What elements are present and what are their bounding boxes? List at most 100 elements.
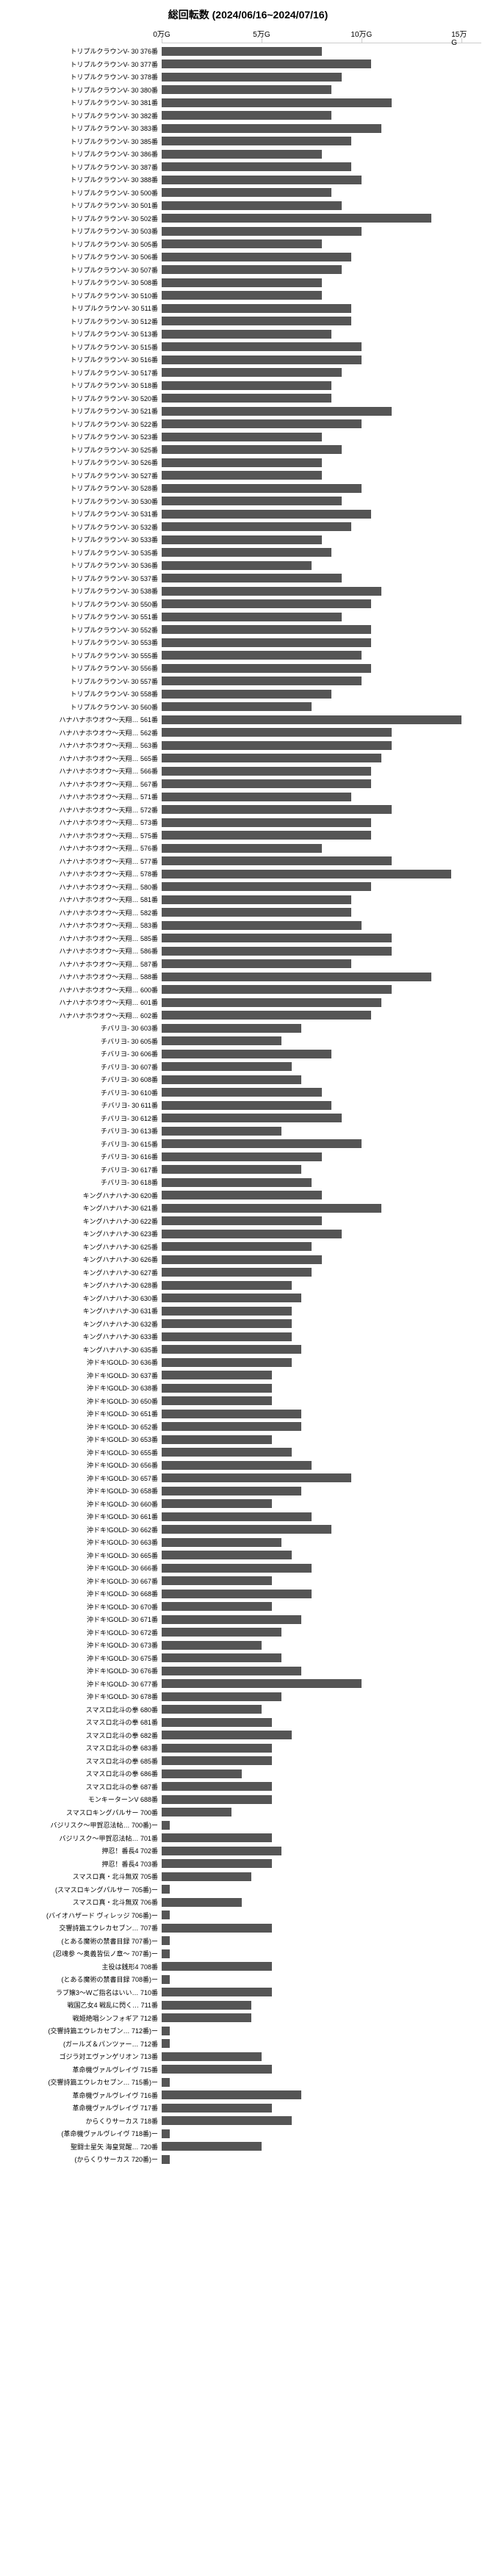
bar-label: トリプルクラウンV- 30 536番 (0, 560, 162, 570)
bar (162, 741, 392, 750)
bar-label: 沖ドキ!GOLD- 30 670番 (0, 1602, 162, 1612)
bar-row: (忍魂参 ～奥義皆伝ノ章～ 707番)ー (0, 1947, 496, 1960)
bar-row: トリプルクラウンV- 30 537番 (0, 572, 496, 585)
bar (162, 227, 362, 236)
bar-row: キングハナハナ-30 625番 (0, 1241, 496, 1254)
bar-row: 沖ドキ!GOLD- 30 668番 (0, 1587, 496, 1601)
bar-label: 主役は銭形4 708番 (0, 1962, 162, 1971)
bar-label: 沖ドキ!GOLD- 30 638番 (0, 1383, 162, 1393)
bar-row: ハナハナホウオウ～天翔… 601番 (0, 996, 496, 1009)
bar-row: ハナハナホウオウ～天翔… 575番 (0, 829, 496, 843)
bar-row: 沖ドキ!GOLD- 30 667番 (0, 1575, 496, 1588)
bar (162, 664, 371, 673)
bar-row: 革命機ヴァルヴレイヴ 716番 (0, 2089, 496, 2102)
bar-label: トリプルクラウンV- 30 556番 (0, 663, 162, 673)
bar-label: 沖ドキ!GOLD- 30 662番 (0, 1525, 162, 1534)
bar-row: トリプルクラウンV- 30 508番 (0, 276, 496, 289)
bar (162, 1936, 170, 1945)
bar-row: キングハナハナ-30 635番 (0, 1343, 496, 1357)
bar (162, 201, 342, 210)
bar (162, 1512, 312, 1521)
bar-row: トリプルクラウンV- 30 377番 (0, 58, 496, 71)
bar (162, 1230, 342, 1238)
bar (162, 613, 342, 621)
bar-row: ハナハナホウオウ～天翔… 573番 (0, 816, 496, 829)
bar (162, 779, 371, 788)
bar-label: からくりサーカス 718番 (0, 2116, 162, 2126)
bar-row: (バイオハザード ヴィレッジ 706番)ー (0, 1909, 496, 1922)
bar-label: トリプルクラウンV- 30 511番 (0, 303, 162, 313)
bar (162, 1615, 301, 1624)
bar-label: チバリヨ- 30 611番 (0, 1100, 162, 1110)
axis-tick: 5万G (253, 28, 270, 39)
bar-label: ハナハナホウオウ～天翔… 563番 (0, 740, 162, 750)
bar (162, 253, 351, 261)
bar (162, 1731, 292, 1739)
bar (162, 1795, 272, 1804)
bar-label: (ガールズ＆パンツァー… 712番 (0, 2039, 162, 2049)
bar-label: チバリヨ- 30 613番 (0, 1126, 162, 1136)
bar-row: (とある魔術の禁書目録 708番)ー (0, 1973, 496, 1986)
bar-row: トリプルクラウンV- 30 556番 (0, 662, 496, 675)
bar-label: 聖闘士星矢 海皇覚醒… 720番 (0, 2142, 162, 2151)
bar-row: (とある魔術の禁書目録 707番)ー (0, 1935, 496, 1948)
bar-label: トリプルクラウンV- 30 515番 (0, 342, 162, 352)
bar-label: トリプルクラウンV- 30 383番 (0, 123, 162, 133)
bar-label: スマスロ北斗の拳 681番 (0, 1717, 162, 1727)
axis-tick: 15万G (451, 28, 471, 47)
bar (162, 1641, 262, 1650)
bar (162, 2052, 262, 2061)
bar (162, 1847, 281, 1855)
bar (162, 767, 371, 776)
bar-label: ハナハナホウオウ～天翔… 572番 (0, 805, 162, 815)
bar (162, 1473, 351, 1482)
bar (162, 239, 322, 248)
bar (162, 1769, 242, 1778)
bar (162, 587, 381, 596)
bar-label: キングハナハナ-30 625番 (0, 1242, 162, 1252)
bar-row: トリプルクラウンV- 30 530番 (0, 495, 496, 508)
bar-row: モンキーターンV 688番 (0, 1793, 496, 1806)
bar-row: トリプルクラウンV- 30 533番 (0, 533, 496, 546)
bar (162, 638, 371, 647)
bar-label: ラブ嬢3～Wご指名はいい… 710番 (0, 1988, 162, 1997)
bar (162, 1435, 272, 1444)
bar-label: (とある魔術の禁書目録 708番)ー (0, 1974, 162, 1984)
bar-label: 沖ドキ!GOLD- 30 637番 (0, 1371, 162, 1380)
bar (162, 1075, 301, 1084)
bar-label: チバリヨ- 30 607番 (0, 1062, 162, 1072)
bar-label: キングハナハナ-30 623番 (0, 1229, 162, 1238)
bar-label: モンキーターンV 688番 (0, 1794, 162, 1804)
bar-label: トリプルクラウンV- 30 513番 (0, 329, 162, 339)
bar (162, 1011, 371, 1020)
bar-row: 沖ドキ!GOLD- 30 663番 (0, 1536, 496, 1549)
bar (162, 2078, 170, 2087)
bar-row: トリプルクラウンV- 30 383番 (0, 122, 496, 135)
bar-label: 沖ドキ!GOLD- 30 650番 (0, 1396, 162, 1406)
bar-label: トリプルクラウンV- 30 377番 (0, 59, 162, 69)
bar-row: ハナハナホウオウ～天翔… 600番 (0, 984, 496, 997)
bar (162, 844, 322, 853)
bar (162, 535, 322, 544)
bar-label: (スマスロキングパルサー 705番)ー (0, 1885, 162, 1894)
bar (162, 1165, 301, 1174)
bar-row: 沖ドキ!GOLD- 30 650番 (0, 1395, 496, 1408)
bar-label: ハナハナホウオウ～天翔… 588番 (0, 972, 162, 981)
bar (162, 1024, 301, 1033)
bar-row: チバリヨ- 30 607番 (0, 1061, 496, 1074)
bar-label: 沖ドキ!GOLD- 30 660番 (0, 1499, 162, 1509)
bar (162, 2001, 251, 2010)
bar-label: ハナハナホウオウ～天翔… 571番 (0, 792, 162, 801)
bar-row: ハナハナホウオウ～天翔… 565番 (0, 752, 496, 765)
bar-row: トリプルクラウンV- 30 387番 (0, 161, 496, 174)
bar (162, 870, 451, 878)
bar-label: トリプルクラウンV- 30 516番 (0, 355, 162, 364)
bar-label: トリプルクラウンV- 30 387番 (0, 162, 162, 172)
bar-row: キングハナハナ-30 627番 (0, 1266, 496, 1280)
bar-label: 沖ドキ!GOLD- 30 663番 (0, 1537, 162, 1547)
bar-row: (スマスロキングパルサー 705番)ー (0, 1883, 496, 1897)
bar-row: ゴジラ対エヴァンゲリオン 713番 (0, 2050, 496, 2063)
bar-label: トリプルクラウンV- 30 558番 (0, 689, 162, 699)
bar (162, 1859, 272, 1868)
bar-label: キングハナハナ-30 628番 (0, 1280, 162, 1290)
